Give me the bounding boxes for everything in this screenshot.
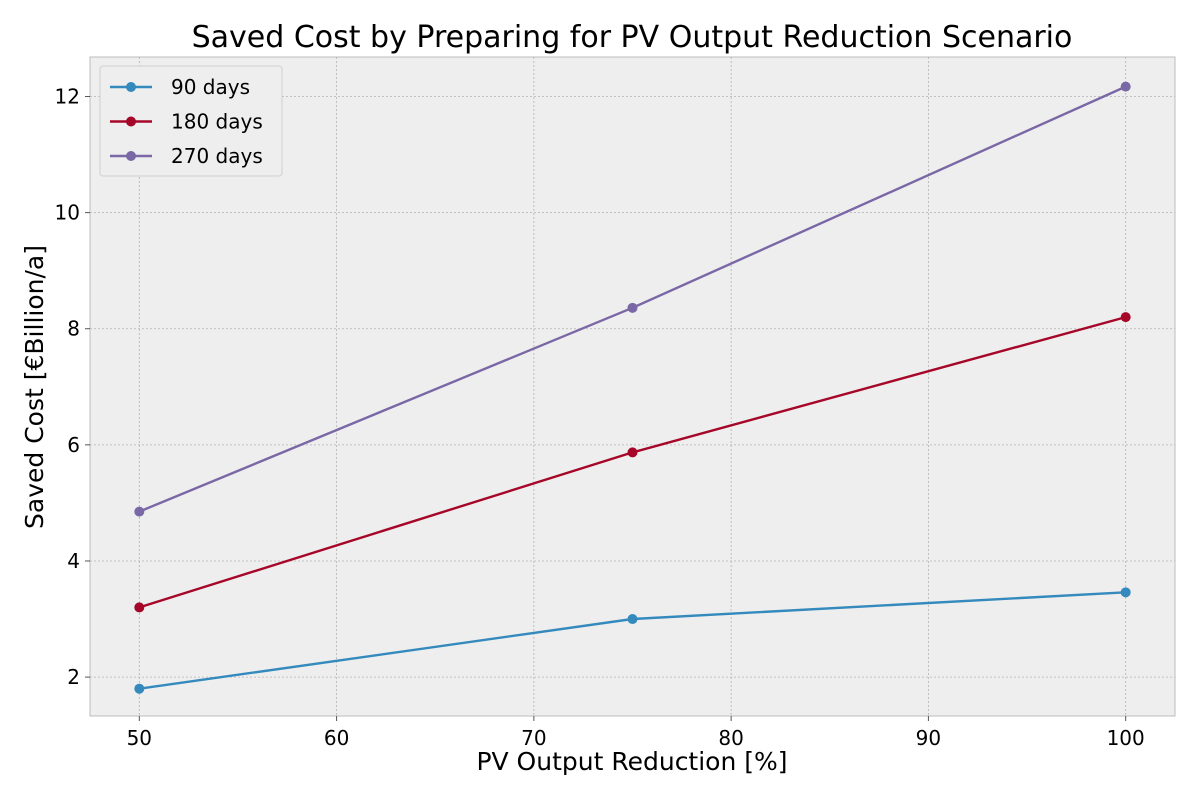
series-180-days: [134, 312, 1131, 613]
legend-marker: [126, 151, 136, 161]
x-axis-ticks: 50 60 70 80 90 100: [127, 716, 1145, 750]
x-tick-label: 50: [127, 726, 152, 750]
x-tick-label: 90: [916, 726, 941, 750]
y-axis-ticks: 2 4 6 8 10 12: [55, 84, 90, 689]
legend: 90 days 180 days 270 days: [99, 65, 283, 177]
y-axis-label: Saved Cost [€Billion/a]: [20, 245, 49, 529]
data-point: [1120, 587, 1131, 598]
y-tick-label: 8: [67, 317, 80, 341]
y-tick-label: 12: [55, 84, 80, 108]
legend-marker: [126, 82, 136, 92]
y-tick-label: 6: [67, 433, 80, 457]
data-point: [627, 302, 638, 313]
data-point: [134, 506, 145, 517]
x-axis-label: PV Output Reduction [%]: [476, 747, 787, 776]
y-tick-label: 2: [67, 665, 80, 689]
x-tick-label: 70: [521, 726, 546, 750]
grid-lines: [90, 57, 1175, 716]
legend-marker: [126, 116, 136, 127]
chart-title: Saved Cost by Preparing for PV Output Re…: [192, 20, 1073, 55]
data-point: [627, 447, 638, 458]
legend-entry: 270 days: [110, 144, 263, 168]
x-tick-label: 100: [1107, 726, 1145, 750]
data-point: [1120, 312, 1131, 323]
series-layer: [134, 81, 1131, 694]
series-270-days: [134, 81, 1131, 517]
legend-entry: 90 days: [110, 75, 250, 99]
legend-label: 270 days: [171, 144, 263, 168]
legend-label: 90 days: [171, 75, 250, 99]
data-point: [1120, 81, 1131, 92]
data-point: [134, 683, 145, 694]
y-tick-label: 4: [67, 549, 80, 573]
legend-frame: [99, 65, 283, 177]
legend-entry: 180 days: [110, 110, 263, 134]
series-90-days: [134, 587, 1131, 694]
x-tick-label: 80: [718, 726, 743, 750]
y-tick-label: 10: [55, 201, 80, 225]
x-tick-label: 60: [324, 726, 349, 750]
data-point: [627, 614, 638, 625]
data-point: [134, 602, 145, 613]
legend-label: 180 days: [171, 110, 263, 134]
